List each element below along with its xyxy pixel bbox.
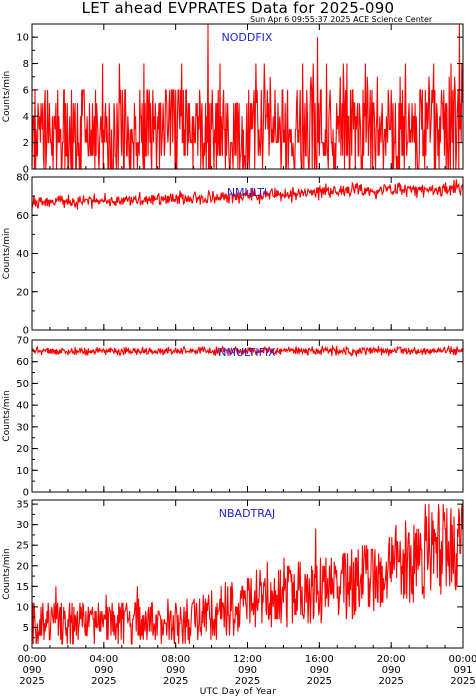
x-tick-label-time: 00:00 (18, 654, 47, 665)
x-tick-label-doy: 090 (166, 665, 185, 676)
x-tick-label-doy: 090 (238, 665, 257, 676)
y-tick-label: 5 (23, 623, 29, 634)
y-tick-label: 50 (16, 379, 29, 390)
y-tick-label: 6 (23, 85, 29, 96)
y-axis-label: Counts/min (2, 228, 12, 279)
y-tick-label: 40 (16, 401, 29, 412)
series-line-noddfix (32, 24, 463, 169)
y-tick-label: 2 (23, 138, 29, 149)
x-tick-label-year: 2025 (91, 676, 116, 687)
x-tick-label-doy: 090 (382, 665, 401, 676)
x-axis-title: UTC Day of Year (199, 687, 277, 697)
y-axis-label: Counts/min (2, 548, 12, 599)
series-line-nmulti (32, 179, 463, 210)
x-tick-label-time: 20:00 (377, 654, 406, 665)
x-tick-label-year: 2025 (19, 676, 44, 687)
x-tick-label-time: 00:00 (449, 654, 476, 665)
x-tick-label-year: 2025 (378, 676, 403, 687)
x-tick-label-doy: 090 (22, 665, 41, 676)
y-tick-label: 20 (16, 444, 29, 455)
y-tick-label: 0 (23, 326, 29, 337)
y-tick-label: 20 (16, 287, 29, 298)
y-tick-label: 30 (16, 422, 29, 433)
y-tick-label: 0 (23, 165, 29, 176)
y-tick-label: 8 (23, 59, 29, 70)
y-tick-label: 40 (16, 249, 29, 260)
x-tick-label-time: 04:00 (89, 654, 118, 665)
series-label: NMULTIFIX (218, 346, 276, 359)
y-tick-label: 25 (16, 541, 29, 552)
y-axis-label: Counts/min (2, 71, 12, 122)
series-label: NODDFIX (222, 31, 273, 44)
series-line-nmultifix (32, 344, 463, 358)
y-tick-label: 60 (16, 211, 29, 222)
series-label: NBADTRAJ (219, 507, 275, 520)
y-tick-label: 30 (16, 520, 29, 531)
x-tick-label-year: 2025 (450, 676, 475, 687)
x-tick-label-doy: 091 (453, 665, 472, 676)
x-tick-label-year: 2025 (235, 676, 260, 687)
series-label: NMULTI (227, 186, 267, 199)
y-tick-label: 0 (23, 488, 29, 499)
y-tick-label: 80 (16, 173, 29, 184)
y-tick-label: 35 (16, 500, 29, 511)
x-tick-label-year: 2025 (163, 676, 188, 687)
x-tick-label-doy: 090 (94, 665, 113, 676)
y-tick-label: 70 (16, 336, 29, 347)
y-tick-label: 4 (23, 112, 29, 123)
x-tick-label-time: 12:00 (233, 654, 262, 665)
y-tick-label: 15 (16, 582, 29, 593)
x-tick-label-year: 2025 (307, 676, 332, 687)
x-tick-label-time: 08:00 (161, 654, 190, 665)
y-tick-label: 60 (16, 357, 29, 368)
y-tick-label: 10 (16, 602, 29, 613)
y-axis-label: Counts/min (2, 390, 12, 441)
y-tick-label: 10 (16, 33, 29, 44)
y-tick-label: 10 (16, 466, 29, 477)
generation-timestamp: Sun Apr 6 09:55:37 2025 ACE Science Cent… (250, 15, 433, 24)
x-tick-label-time: 16:00 (305, 654, 334, 665)
chart-title: LET ahead EVPRATES Data for 2025-090 (81, 0, 395, 17)
y-tick-label: 0 (23, 644, 29, 655)
series-line-nbadtraj (32, 504, 463, 645)
x-tick-label-doy: 090 (310, 665, 329, 676)
panel-frame-3 (31, 339, 464, 493)
y-tick-label: 20 (16, 561, 29, 572)
